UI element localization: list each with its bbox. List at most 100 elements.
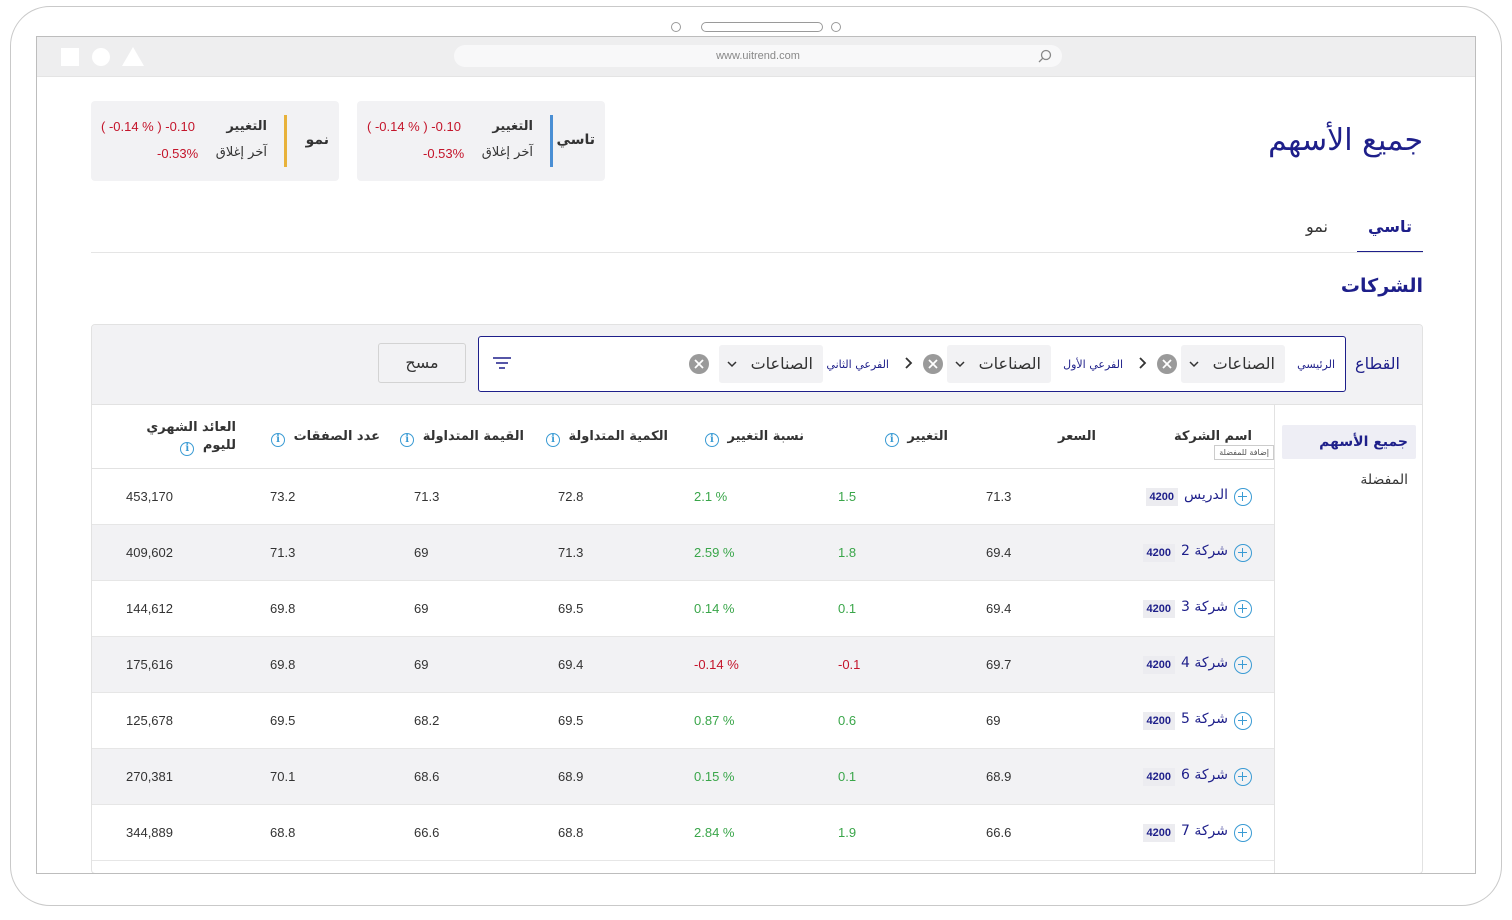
search-icon[interactable] — [1038, 49, 1052, 63]
cell-monthly: 175,616 — [126, 657, 173, 672]
table-row[interactable]: شركة 2 4200 69.4 1.8 2.59 % 71.3 69 71.3 409,602 — [92, 525, 1274, 581]
add-favorite-icon[interactable] — [1234, 488, 1252, 506]
cell-trades: 69.8 — [270, 657, 296, 672]
column-header-change-pct: نسبة التغيير i — [704, 429, 804, 493]
close-value: -0.53% — [157, 146, 199, 161]
cell-value: 68.2 — [414, 713, 440, 728]
cell-change-pct: 0.87 % — [694, 713, 735, 728]
company-name[interactable]: شركة 3 — [1181, 599, 1228, 615]
company-code-badge: 4200 — [1142, 712, 1175, 730]
table-row[interactable]: شركة 3 4200 69.4 0.1 0.14 % 69.5 69 69.8 144,612 — [92, 581, 1274, 637]
cell-trades: 68.8 — [270, 825, 296, 840]
table-row[interactable]: الدريس 4200 إضافة للمفضلة 71.3 1.5 2.1 % 72.8 7… — [92, 445, 1274, 525]
level-label: الرئيسي — [1297, 358, 1335, 371]
header-label: العائد الشهري — [146, 420, 236, 435]
clear-icon[interactable] — [923, 354, 943, 374]
cell-monthly: 453,170 — [126, 489, 173, 504]
sidenav-item-all-stocks[interactable]: جميع الأسهم — [1282, 425, 1416, 459]
cell-change-pct: -0.14 % — [694, 657, 739, 672]
table-row[interactable]: شركة 4 4200 69.7 -0.1 -0.14 % 69.4 69 69.8 175,6… — [92, 637, 1274, 693]
index-card-nomu[interactable]: نمو التغيير آخر إغلاق ( -0.14 % ) -0.10 … — [91, 101, 339, 181]
company-code-badge: 4200 — [1142, 656, 1175, 674]
table-row[interactable]: شركة 7 4200 66.6 1.9 2.84 % 68.8 66.6 68.8 344,8… — [92, 805, 1274, 861]
cell-volume: 72.8 — [558, 489, 584, 504]
filter-icon[interactable] — [493, 356, 511, 370]
clear-icon[interactable] — [1157, 354, 1177, 374]
sector-sub1-select[interactable]: الصناعات — [947, 345, 1051, 383]
info-icon[interactable]: i — [704, 433, 719, 447]
cell-value: 71.3 — [414, 489, 440, 504]
cell-value: 69 — [414, 545, 429, 560]
company-name[interactable]: شركة 4 — [1181, 655, 1228, 671]
sector-main-select[interactable]: الصناعات — [1181, 345, 1285, 383]
cell-change-pct: 0.15 % — [694, 769, 735, 784]
cell-price: 69.4 — [986, 601, 1012, 616]
company-code-badge: 4200 — [1142, 768, 1175, 786]
change-label: التغيير — [492, 119, 533, 134]
tab-nomu[interactable]: نمو — [1306, 217, 1328, 236]
table-row[interactable]: شركة 6 4200 68.9 0.1 0.15 % 68.9 68.6 70.1 270,3… — [92, 749, 1274, 805]
header-label: نسبة التغيير — [727, 429, 804, 444]
tabs-divider — [91, 252, 1423, 253]
company-code-badge: 4200 — [1145, 488, 1178, 506]
company-name[interactable]: شركة 7 — [1181, 823, 1228, 839]
sector-filter-input[interactable]: الرئيسي الصناعات الفرعي الأول الصناعات — [478, 336, 1346, 392]
cell-change-pct: 2.59 % — [694, 545, 735, 560]
company-name[interactable]: شركة 6 — [1181, 767, 1228, 783]
add-favorite-icon[interactable] — [1234, 712, 1252, 730]
close-label: آخر إغلاق — [215, 145, 267, 160]
chevron-down-icon — [1189, 361, 1199, 368]
cell-change: 1.5 — [838, 489, 857, 504]
change-label: التغيير — [226, 119, 267, 134]
address-bar[interactable]: www.uitrend.com — [454, 45, 1062, 67]
clear-button[interactable]: مسح — [378, 343, 466, 383]
company-name[interactable]: شركة 2 — [1181, 543, 1228, 559]
sidenav-item-favorites[interactable]: المفضلة — [1360, 472, 1408, 488]
index-color-bar — [550, 115, 553, 167]
column-header-trades: عدد الصفقات i — [271, 429, 380, 493]
add-favorite-icon[interactable] — [1234, 656, 1252, 674]
table-row[interactable]: شركة 5 4200 69 0.6 0.87 % 69.5 68.2 69.5 125,678 — [92, 693, 1274, 749]
company-code-badge: 4200 — [1142, 824, 1175, 842]
index-name: تاسي — [556, 132, 595, 148]
cell-volume: 69.5 — [558, 601, 584, 616]
filter-bar: القطاع الرئيسي الصناعات الفرعي الأول الص… — [92, 325, 1422, 405]
info-icon[interactable]: i — [545, 433, 560, 447]
cell-change-pct: 0.14 % — [694, 601, 735, 616]
add-favorite-icon[interactable] — [1234, 768, 1252, 786]
add-favorite-icon[interactable] — [1234, 824, 1252, 842]
column-header-monthly-return: العائد الشهري لليوم i — [146, 419, 236, 483]
info-icon[interactable]: i — [271, 433, 286, 447]
cell-change: 0.1 — [838, 601, 857, 616]
header-label: الكمية المتداولة — [568, 429, 669, 444]
change-value: ( -0.14 % ) -0.10 — [101, 119, 195, 134]
chevron-down-icon — [727, 361, 737, 368]
url-text: www.uitrend.com — [716, 50, 800, 62]
chevron-down-icon — [955, 361, 965, 368]
column-header-company: اسم الشركة — [1173, 429, 1252, 444]
page: جميع الأسهم تاسي التغيير آخر إغلاق ( -0.… — [37, 77, 1475, 873]
cell-price: 71.3 — [986, 489, 1012, 504]
info-icon[interactable]: i — [400, 433, 415, 447]
cell-trades: 69.5 — [270, 713, 296, 728]
chevron-left-icon — [1139, 357, 1147, 369]
clear-icon[interactable] — [689, 354, 709, 374]
company-name[interactable]: الدريس — [1183, 487, 1228, 503]
info-icon[interactable]: i — [180, 442, 195, 456]
level-label: الفرعي الثاني — [826, 358, 889, 371]
cell-monthly: 344,889 — [126, 825, 173, 840]
add-favorite-icon[interactable] — [1234, 544, 1252, 562]
column-header-volume: الكمية المتداولة i — [545, 429, 669, 493]
sector-label: القطاع — [1355, 354, 1400, 373]
favorite-tooltip: إضافة للمفضلة — [1214, 445, 1274, 460]
companies-panel: القطاع الرئيسي الصناعات الفرعي الأول الص… — [91, 324, 1423, 873]
info-icon[interactable]: i — [884, 433, 899, 447]
index-card-tasi[interactable]: تاسي التغيير آخر إغلاق ( -0.14 % ) -0.10… — [357, 101, 605, 181]
add-favorite-icon[interactable] — [1234, 600, 1252, 618]
sector-sub2-select[interactable]: الصناعات — [719, 345, 823, 383]
company-name[interactable]: شركة 5 — [1181, 711, 1228, 727]
tab-tasi[interactable]: تاسي — [1357, 213, 1423, 253]
cell-value: 66.6 — [414, 825, 440, 840]
cell-volume: 69.5 — [558, 713, 584, 728]
close-value: -0.53% — [423, 146, 465, 161]
